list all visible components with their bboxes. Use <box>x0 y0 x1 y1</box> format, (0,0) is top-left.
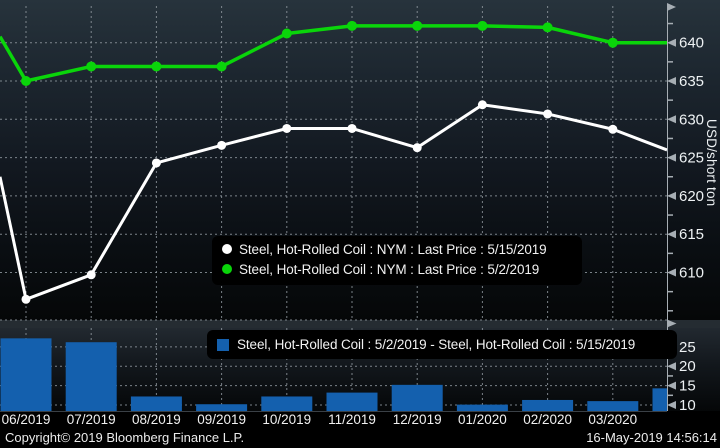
legend-label: Steel, Hot-Rolled Coil : NYM : Last Pric… <box>239 261 540 277</box>
panel-divider <box>0 320 720 328</box>
data-point-marker <box>86 61 97 72</box>
spread-bar <box>196 404 248 411</box>
price-legend: Steel, Hot-Rolled Coil : NYM : Last Pric… <box>212 236 582 285</box>
axis-tick-icon <box>667 230 676 239</box>
x-axis-tick-label: 06/2019 <box>1 412 51 427</box>
axis-tick-icon <box>667 115 676 124</box>
y-axis-tick-label: 620 <box>679 188 704 205</box>
data-point-marker <box>216 61 227 72</box>
x-axis-labels: 06/2019 07/2019 08/2019 09/2019 10/2019 11/20… <box>0 412 720 428</box>
spread-legend: Steel, Hot-Rolled Coil : 5/2/2019 - Stee… <box>207 330 677 359</box>
timestamp-text: 16-May-2019 14:56:14 <box>586 430 717 445</box>
spread-bars <box>0 338 667 411</box>
x-axis-tick-label: 11/2019 <box>328 412 376 427</box>
data-point-marker <box>608 124 618 134</box>
white-price-line <box>0 103 668 301</box>
x-axis-tick-label: 03/2020 <box>588 412 638 427</box>
y-axis-title: USD/short ton <box>704 119 719 207</box>
spread-bar <box>65 342 117 411</box>
x-axis-tick-label: 02/2020 <box>523 412 572 427</box>
axis-tick-icon <box>667 401 676 409</box>
axis-tick-icon <box>667 77 676 85</box>
data-point-marker <box>282 123 292 133</box>
spread-bar <box>326 392 378 411</box>
y-axis-tick-label: 20 <box>679 358 696 375</box>
data-point-marker <box>412 20 423 31</box>
y-axis-tick-label: 610 <box>679 265 704 282</box>
data-point-marker <box>412 143 422 153</box>
axis-tick-icon <box>667 268 676 277</box>
data-point-marker <box>151 61 162 72</box>
copyright-text: Copyright© 2019 Bloomberg Finance L.P. <box>5 430 245 445</box>
y-axis-tick-label: 615 <box>679 226 704 243</box>
spread-bar <box>652 388 667 411</box>
y-axis-tick-label: 25 <box>679 339 696 356</box>
axis-tick-icon <box>667 362 676 371</box>
data-point-marker <box>607 37 618 48</box>
spread-bar <box>456 404 508 411</box>
x-axis-tick-label: 01/2020 <box>457 412 507 427</box>
spread-bar <box>391 384 443 411</box>
data-point-marker <box>347 20 357 31</box>
legend-row-5-15: Steel, Hot-Rolled Coil : NYM : Last Pric… <box>222 239 582 259</box>
white-series-marker-icon <box>222 244 232 254</box>
legend-row-5-2: Steel, Hot-Rolled Coil : NYM : Last Pric… <box>222 259 582 279</box>
spread-bar <box>130 396 182 411</box>
x-axis-tick-label: 09/2019 <box>197 412 246 427</box>
x-axis-tick-label: 08/2019 <box>131 412 181 427</box>
data-point-marker <box>477 100 487 110</box>
data-point-marker <box>347 123 357 133</box>
y-axis-tick-label: 630 <box>679 111 704 128</box>
data-point-marker <box>21 76 31 86</box>
data-point-marker <box>281 28 292 39</box>
data-point-marker <box>542 22 553 33</box>
footer-bar: Copyright© 2019 Bloomberg Finance L.P. 1… <box>0 429 720 448</box>
y-axis-tick-label: 635 <box>679 73 704 90</box>
legend-label: Steel, Hot-Rolled Coil : NYM : Last Pric… <box>239 241 547 257</box>
y-axis-tick-label: 640 <box>679 35 704 52</box>
spread-bar <box>0 338 52 411</box>
spread-series-marker-icon <box>217 338 229 351</box>
axis-tick-icon <box>667 381 676 390</box>
spread-bar <box>522 399 574 411</box>
y-axis-tick-label: 10 <box>679 397 696 414</box>
legend-label: Steel, Hot-Rolled Coil : 5/2/2019 - Stee… <box>237 337 636 352</box>
data-point-marker <box>543 109 553 119</box>
green-series-marker-icon <box>222 264 232 274</box>
y-axis-tick-label: 15 <box>679 378 696 395</box>
x-axis-tick-label: 12/2019 <box>392 412 442 427</box>
spread-bar <box>587 401 639 411</box>
data-point-marker <box>477 20 488 31</box>
axis-tick-icon <box>667 191 676 200</box>
x-axis-tick-label: 10/2019 <box>262 412 312 427</box>
spread-bar <box>261 396 313 411</box>
x-axis-tick-label: 07/2019 <box>66 412 116 427</box>
axis-tick-icon <box>667 153 676 162</box>
green-price-line <box>0 24 667 83</box>
data-point-marker <box>151 158 161 168</box>
axis-tick-icon <box>667 38 676 47</box>
y-axis-tick-label: 625 <box>679 150 704 167</box>
data-point-marker <box>86 270 96 280</box>
data-point-marker <box>217 140 227 150</box>
data-point-marker <box>21 294 31 304</box>
